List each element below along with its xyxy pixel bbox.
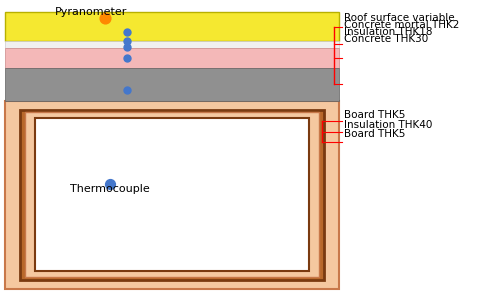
- Text: Concrete mortal THK2: Concrete mortal THK2: [344, 20, 460, 30]
- Text: Roof surface variable: Roof surface variable: [344, 13, 455, 23]
- Bar: [20, 110, 324, 280]
- Bar: [5, 68, 339, 101]
- Point: [123, 55, 131, 60]
- Bar: [5, 41, 339, 48]
- Text: Thermocouple: Thermocouple: [70, 184, 150, 194]
- Text: Board THK5: Board THK5: [344, 110, 406, 120]
- Text: Board THK5: Board THK5: [344, 129, 406, 139]
- Text: Concrete THK30: Concrete THK30: [344, 34, 429, 44]
- Bar: [5, 12, 339, 41]
- Point: [101, 15, 109, 20]
- Text: Pyranometer: Pyranometer: [55, 7, 127, 17]
- Point: [123, 45, 131, 50]
- Text: Insulation THK40: Insulation THK40: [344, 120, 433, 130]
- Point: [123, 38, 131, 43]
- Bar: [5, 101, 339, 289]
- Bar: [35, 118, 309, 271]
- Point: [123, 88, 131, 93]
- Bar: [25, 112, 319, 277]
- Bar: [5, 48, 339, 68]
- Point: [123, 29, 131, 34]
- Point: [106, 181, 114, 186]
- Text: Insulation THK18: Insulation THK18: [344, 27, 433, 37]
